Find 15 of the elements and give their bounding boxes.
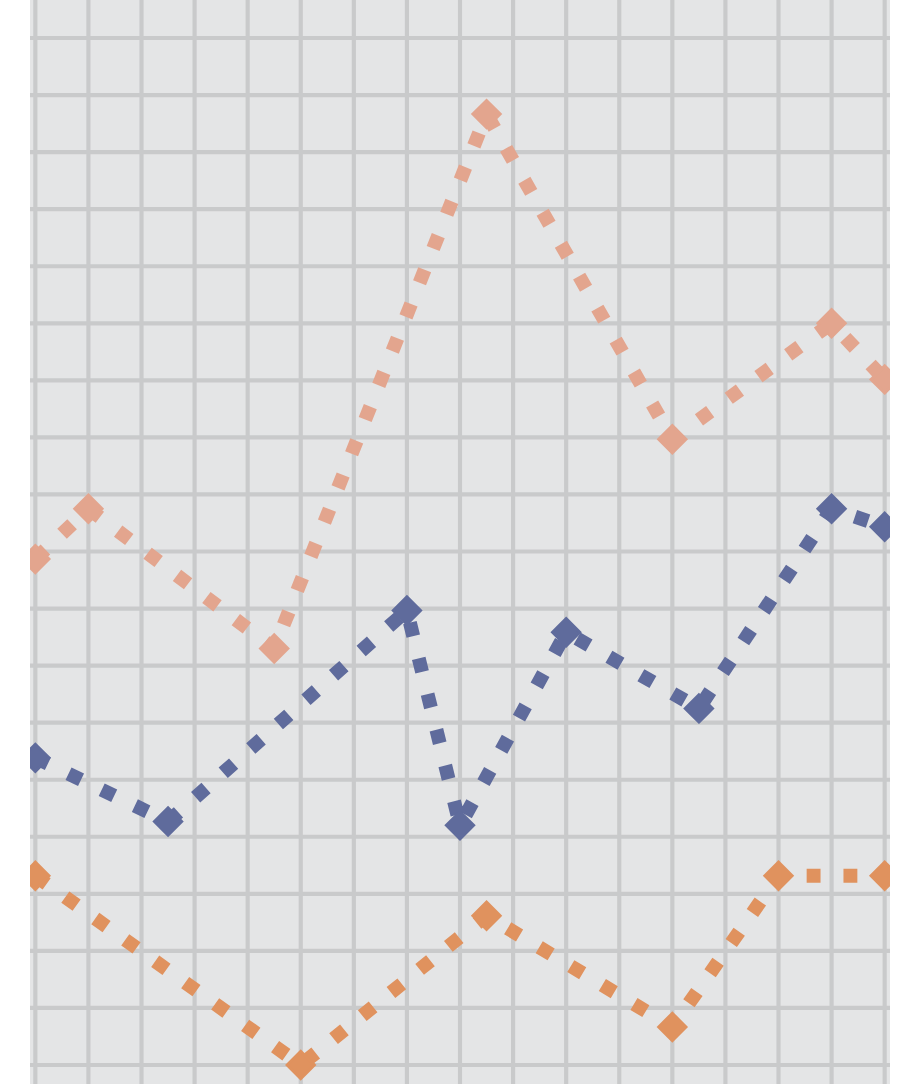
point [444,810,476,841]
point [285,1049,316,1081]
point [73,493,104,524]
point [657,1011,688,1043]
point [683,693,715,724]
point [391,595,423,626]
point [763,860,794,891]
point [152,806,184,837]
point [657,424,688,455]
point [551,617,582,648]
point [816,308,847,339]
point [471,900,502,931]
point [471,98,502,130]
point [259,633,290,664]
point [816,493,847,524]
